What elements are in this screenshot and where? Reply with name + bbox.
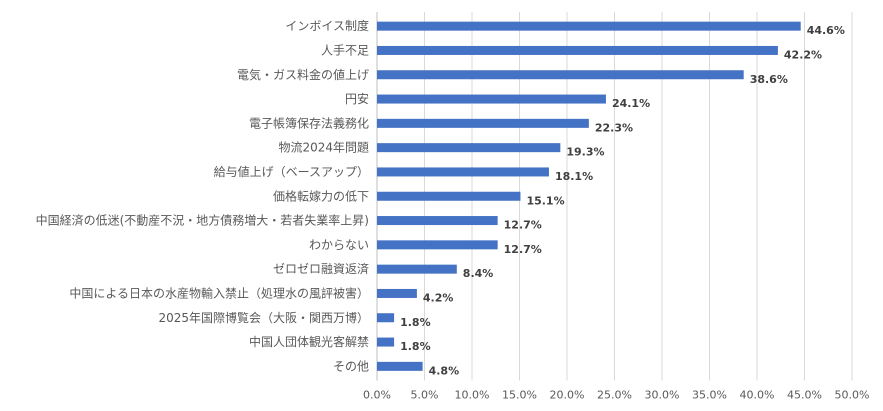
category-label: 給与値上げ（ベースアップ） [214, 164, 369, 179]
data-labels: 44.6% 42.2% 38.6% 24.1% 22.3% 19.3% 18.1% 15.1%… [400, 24, 845, 377]
category-label: 物流2024年問題 [278, 141, 369, 155]
data-label: 19.3% [566, 146, 604, 159]
x-tick-label: 30.0% [645, 389, 680, 402]
data-label: 24.1% [612, 97, 650, 110]
bar [377, 216, 498, 226]
data-label: 15.1% [526, 194, 564, 207]
category-label: 人手不足 [321, 43, 369, 57]
category-label: 中国経済の低迷(不動産不況・地方債務増大・若者失業率上昇) [36, 213, 369, 228]
bar [377, 361, 423, 371]
data-label: 22.3% [595, 121, 633, 134]
bar [377, 313, 395, 323]
data-label: 12.7% [504, 243, 542, 256]
x-tick-label: 40.0% [740, 389, 775, 402]
bars [377, 21, 801, 371]
x-tick-label: 5.0% [411, 389, 439, 402]
x-tick-label: 45.0% [787, 389, 822, 402]
bar [377, 45, 778, 55]
data-label: 12.7% [504, 219, 542, 232]
x-tick-label: 20.0% [550, 389, 585, 402]
x-tick-label: 10.0% [455, 389, 490, 402]
category-label: 円安 [345, 91, 369, 106]
x-tick-label: 0.0% [363, 389, 391, 402]
data-label: 42.2% [784, 48, 822, 61]
category-label: 電気・ガス料金の値上げ [237, 67, 369, 82]
x-tick-label: 15.0% [502, 389, 537, 402]
data-label: 1.8% [400, 340, 431, 353]
category-label: その他 [333, 359, 369, 373]
x-tick-label: 50.0% [835, 389, 870, 402]
bar [377, 264, 457, 274]
category-label: 電子帳簿保存法義務化 [249, 115, 369, 130]
x-tick-label: 35.0% [692, 389, 727, 402]
data-label: 4.2% [423, 291, 454, 304]
bar [377, 94, 606, 104]
category-label: 中国による日本の水産物輸入禁止（処理水の風評被害） [69, 285, 369, 300]
data-label: 44.6% [807, 24, 845, 37]
bar [377, 240, 498, 250]
bar [377, 21, 801, 31]
data-label: 1.8% [400, 316, 431, 329]
bar [377, 337, 395, 347]
category-labels: インボイス制度人手不足電気・ガス料金の値上げ円安電子帳簿保存法義務化物流2024… [36, 18, 369, 373]
bar [377, 143, 561, 153]
bar [377, 288, 417, 298]
bar [377, 191, 521, 201]
category-label: 中国人団体観光客解禁 [249, 334, 369, 349]
category-label: ゼロゼロ融資返済 [273, 261, 369, 276]
x-tick-labels: 0.0% 5.0% 10.0% 15.0% 20.0% 25.0% 30.0% 35.0% 40… [363, 389, 869, 402]
data-label: 8.4% [463, 267, 494, 280]
category-label: 価格転嫁力の低下 [273, 188, 369, 203]
category-label: インボイス制度 [285, 18, 369, 33]
data-label: 38.6% [750, 73, 788, 86]
bar [377, 118, 589, 128]
category-label: 2025年国際博覧会（大阪・関西万博） [158, 310, 369, 325]
x-tick-label: 25.0% [597, 389, 632, 402]
bar [377, 70, 744, 80]
data-label: 4.8% [429, 364, 460, 377]
bar [377, 167, 549, 177]
category-label: わからない [309, 238, 369, 252]
data-label: 18.1% [555, 170, 593, 183]
